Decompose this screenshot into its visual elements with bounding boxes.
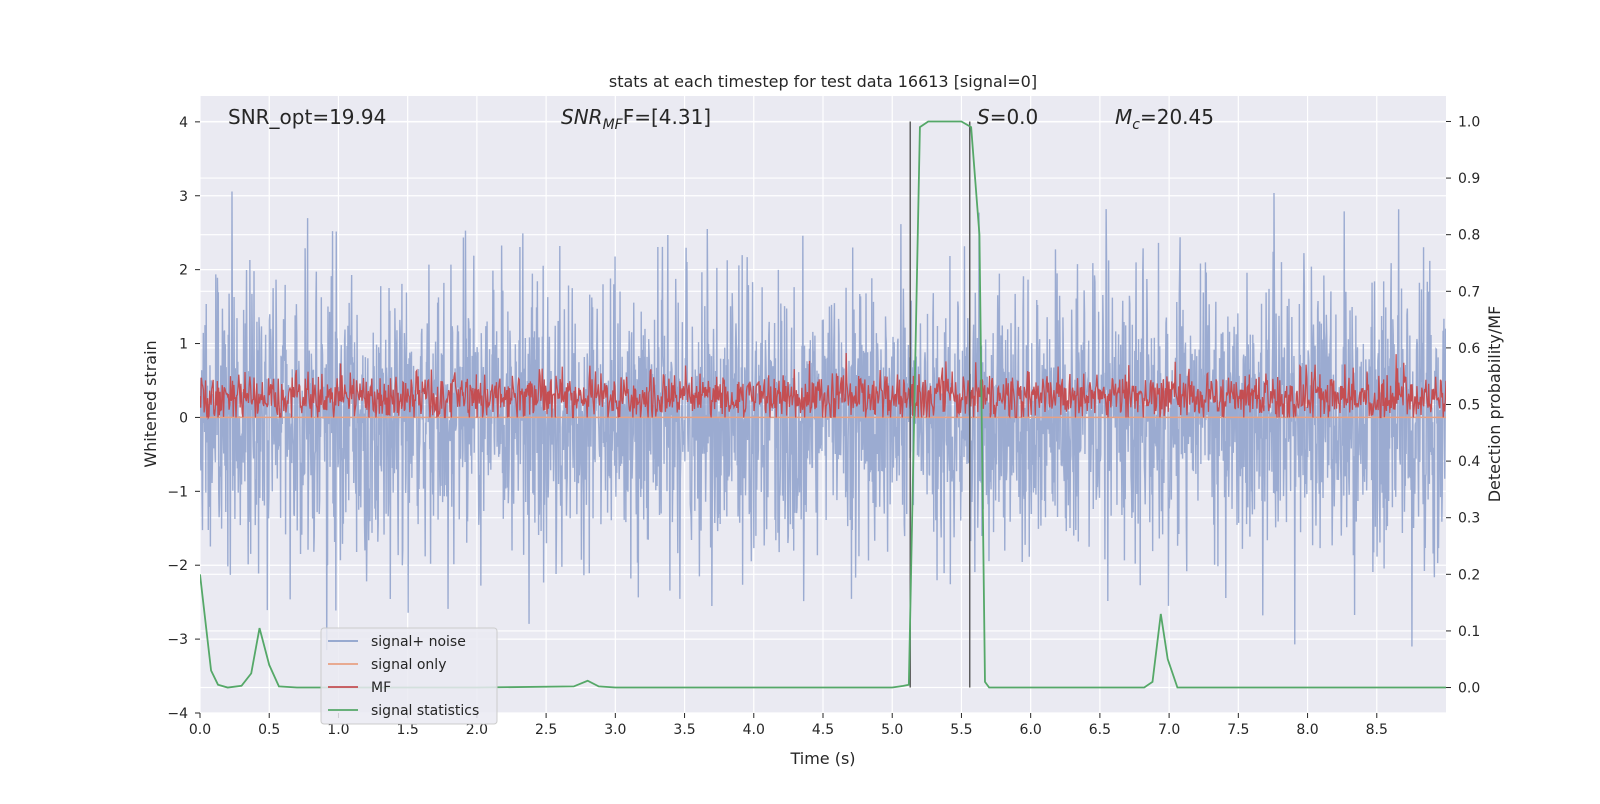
x-tick-label: 3.0 <box>604 722 626 738</box>
y-right-axis-label: Detection probability/MF <box>1485 306 1504 503</box>
x-axis-label: Time (s) <box>789 749 855 768</box>
y-right-axis-ticks: 1.0 0.9 0.8 0.7 0.6 0.5 0.4 0.3 0.2 0.1 0.0 <box>1446 114 1480 697</box>
y-right-tick-label: 0.7 <box>1458 284 1480 300</box>
y-right-tick-label: 0.0 <box>1458 681 1480 697</box>
x-tick-label: 1.0 <box>327 722 349 738</box>
x-tick-label: 4.5 <box>812 722 834 738</box>
x-tick-label: 8.0 <box>1296 722 1318 738</box>
y-right-tick-label: 0.8 <box>1458 228 1480 244</box>
annotation-snr-opt: SNR_opt=19.94 <box>228 105 386 129</box>
series-mf <box>200 353 1446 420</box>
legend-label-signal-only: signal only <box>371 657 446 673</box>
annotation-mc: Mc=20.45 <box>1115 105 1214 133</box>
x-tick-label: 4.0 <box>743 722 765 738</box>
legend-label-signal-statistics: signal statistics <box>371 703 479 719</box>
y-tick-label: 1 <box>179 337 188 353</box>
y-axis-label: Whitened strain <box>141 340 160 467</box>
legend: signal+ noise signal only MF signal stat… <box>320 627 498 725</box>
x-tick-label: 2.5 <box>535 722 557 738</box>
y-right-tick-label: 0.5 <box>1458 398 1480 414</box>
y-tick-label: −4 <box>167 706 188 722</box>
series-signal-statistics <box>200 120 1446 689</box>
y-tick-label: 4 <box>179 115 188 131</box>
chart-title: stats at each timestep for test data 166… <box>609 72 1037 91</box>
x-tick-label: 0.5 <box>258 722 280 738</box>
y-tick-label: −2 <box>167 558 188 574</box>
y-right-tick-label: 0.1 <box>1458 624 1480 640</box>
y-right-tick-label: 1.0 <box>1458 114 1480 130</box>
x-axis-ticks: 0.0 0.5 1.0 1.5 2.0 2.5 3.0 3.5 4.0 4.5 5.0 5.5 6.0 6… <box>189 713 1388 738</box>
x-tick-label: 8.5 <box>1366 722 1388 738</box>
y-tick-label: 0 <box>179 410 188 426</box>
y-axis-ticks: 4 3 2 1 0 −1 −2 −3 −4 <box>167 115 200 722</box>
x-tick-label: 7.0 <box>1158 722 1180 738</box>
legend-label-signal-noise: signal+ noise <box>371 634 466 650</box>
annotation-s: S=0.0 <box>977 105 1038 129</box>
x-tick-label: 6.5 <box>1089 722 1111 738</box>
y-right-tick-label: 0.3 <box>1458 511 1480 527</box>
x-tick-label: 7.5 <box>1227 722 1249 738</box>
x-tick-label: 0.0 <box>189 722 211 738</box>
y-tick-label: 3 <box>179 189 188 205</box>
y-tick-label: 2 <box>179 263 188 279</box>
y-tick-label: −1 <box>167 484 188 500</box>
y-right-tick-label: 0.2 <box>1458 567 1480 583</box>
x-tick-label: 3.5 <box>673 722 695 738</box>
x-tick-label: 2.0 <box>466 722 488 738</box>
annotation-snr-mf: SNRMFF=[4.31] <box>561 105 711 133</box>
x-tick-label: 6.0 <box>1020 722 1042 738</box>
y-right-tick-label: 0.4 <box>1458 454 1480 470</box>
y-tick-label: −3 <box>167 632 188 648</box>
x-tick-label: 1.5 <box>397 722 419 738</box>
legend-label-mf: MF <box>371 680 391 696</box>
x-tick-label: 5.0 <box>881 722 903 738</box>
legend-box <box>320 627 498 725</box>
y-right-tick-label: 0.9 <box>1458 171 1480 187</box>
y-right-tick-label: 0.6 <box>1458 341 1480 357</box>
x-tick-label: 5.5 <box>950 722 972 738</box>
